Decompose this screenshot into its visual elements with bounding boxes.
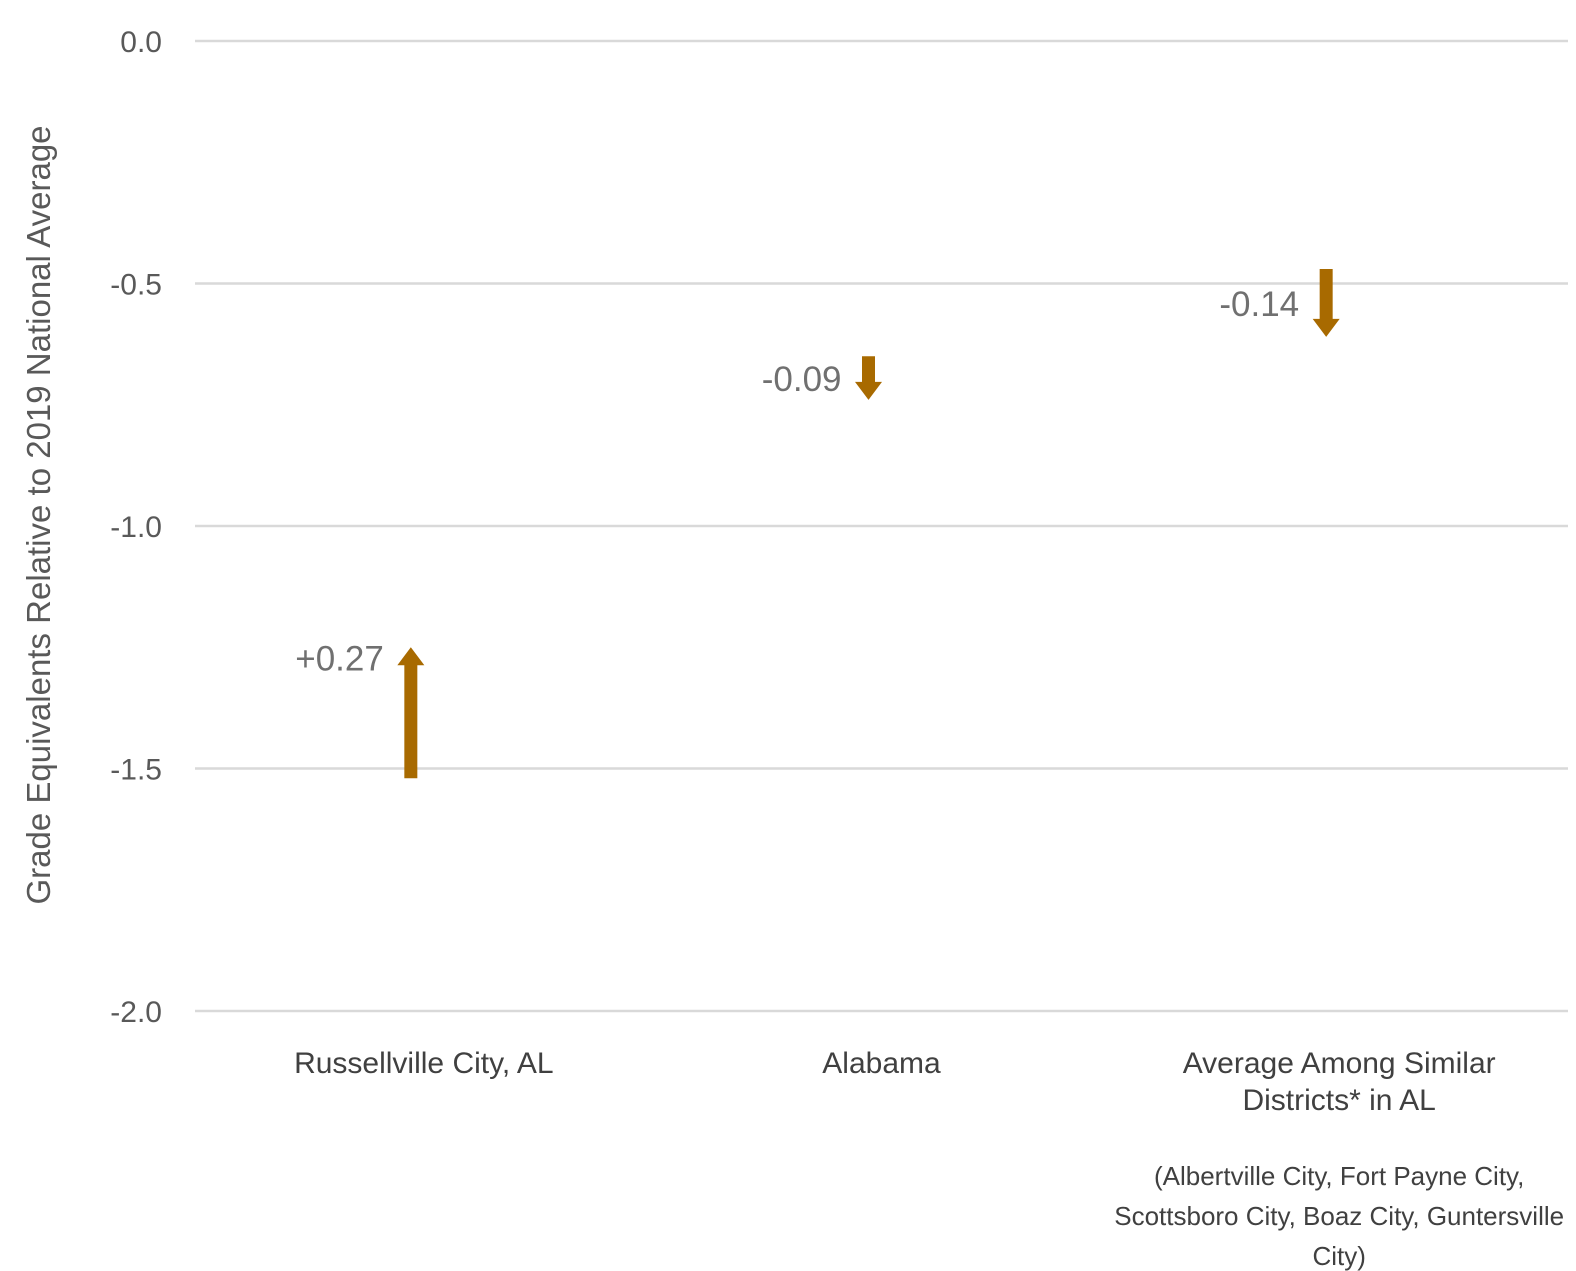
arrows [397,268,1340,779]
category-label-line: Districts* in AL [1242,1084,1435,1117]
change-arrow [1312,268,1340,337]
y-tick-label: -2.0 [110,996,162,1029]
y-tick-label: -1.5 [110,754,162,787]
category-label-line: Russellville City, AL [294,1047,554,1080]
category-label-line: Average Among Similar [1183,1047,1496,1080]
category-labels: Russellville City, AL Alabama Average Amon… [294,1047,1496,1117]
y-tick-label: -0.5 [110,269,162,302]
note-line: (Albertville City, Fort Payne City, [1154,1161,1524,1191]
category-label: Alabama [822,1047,941,1080]
similar-districts-note: (Albertville City, Fort Payne City, Scott… [1114,1161,1564,1271]
change-arrow [397,647,425,779]
note-line: Scottsboro City, Boaz City, Guntersville [1114,1201,1564,1231]
category-label-line: Alabama [822,1047,941,1080]
category-label: Russellville City, AL [294,1047,554,1080]
y-tick-label: -1.0 [110,511,162,544]
change-value-label: -0.14 [1219,285,1299,324]
change-value-label: +0.27 [295,639,384,678]
change-value-label: -0.09 [762,360,842,399]
value-labels: +0.27 -0.09 -0.14 [295,285,1299,678]
note-line: City) [1312,1241,1365,1271]
y-tick-label: 0.0 [120,26,162,59]
y-axis-title: Grade Equivalents Relative to 2019 Natio… [20,125,57,904]
y-tick-labels: 0.0 -0.5 -1.0 -1.5 -2.0 [110,26,162,1029]
gridlines [195,39,1568,1013]
category-label: Average Among Similar Districts* in AL [1183,1047,1496,1117]
change-arrow [855,356,882,400]
